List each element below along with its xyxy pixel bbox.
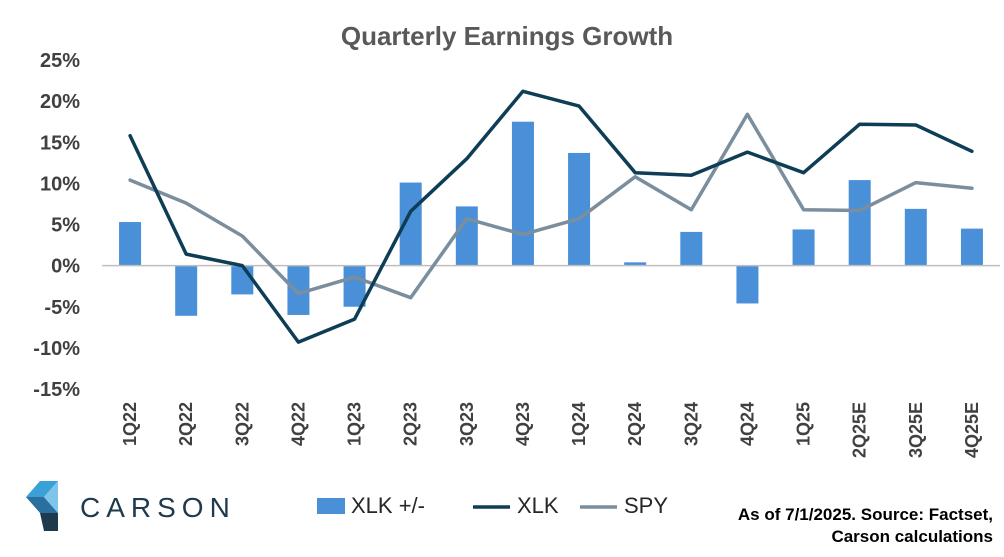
bar-series (119, 121, 983, 316)
bar-xlk-diff (343, 265, 366, 307)
x-tick-label: 2Q25E (850, 402, 870, 458)
bar-xlk-diff (511, 121, 534, 266)
legend-swatch-xlk-diff (317, 498, 345, 514)
bar-xlk-diff (175, 265, 198, 316)
bar-xlk-diff (904, 208, 927, 266)
carson-logo-text: CARSON (80, 492, 236, 523)
chart-title: Quarterly Earnings Growth (341, 21, 673, 51)
y-tick-label: -5% (44, 297, 80, 319)
x-tick-label: 1Q24 (569, 402, 589, 446)
bar-xlk-diff (119, 222, 142, 266)
bar-xlk-diff (568, 152, 591, 266)
bar-xlk-diff (287, 265, 310, 315)
x-axis-ticks: 1Q22 2Q22 3Q22 4Q22 1Q23 2Q23 3Q23 4Q23 1Q24 2Q24… (120, 402, 982, 458)
x-tick-label: 2Q22 (176, 402, 196, 446)
x-tick-label: 1Q22 (120, 402, 140, 446)
line-xlk (128, 89, 974, 344)
legend-label-xlk-diff: XLK +/- (351, 493, 425, 518)
y-tick-label: 5% (51, 215, 80, 237)
bar-xlk-diff (680, 231, 703, 266)
y-tick-label: -10% (33, 338, 80, 360)
bar-xlk-diff (455, 206, 478, 266)
legend-label-spy: SPY (624, 493, 668, 518)
x-tick-label: 3Q25E (906, 402, 926, 458)
x-tick-label: 4Q24 (737, 402, 757, 446)
x-tick-label: 3Q22 (232, 402, 252, 446)
y-tick-label: 25% (40, 50, 80, 72)
x-tick-label: 4Q25E (962, 402, 982, 458)
carson-logo: CARSON (26, 481, 236, 531)
y-tick-label: 20% (40, 91, 80, 113)
line-series (128, 89, 974, 344)
bar-xlk-diff (792, 229, 815, 266)
x-tick-label: 1Q23 (345, 402, 365, 446)
carson-logo-mark (26, 481, 58, 531)
bar-xlk-diff (848, 180, 871, 266)
x-tick-label: 2Q23 (401, 402, 421, 446)
y-tick-label: -15% (33, 379, 80, 401)
x-tick-label: 2Q24 (625, 402, 645, 446)
bar-xlk-diff (231, 265, 254, 295)
y-tick-label: 0% (51, 256, 80, 278)
x-tick-label: 3Q23 (457, 402, 477, 446)
x-tick-label: 4Q22 (288, 402, 308, 446)
x-tick-label: 1Q25 (794, 402, 814, 446)
x-tick-label: 4Q23 (513, 402, 533, 446)
bar-xlk-diff (736, 265, 759, 304)
y-tick-label: 10% (40, 173, 80, 195)
y-tick-label: 15% (40, 132, 80, 154)
line-spy (128, 112, 974, 300)
bar-xlk-diff (960, 228, 983, 266)
source-note-line2: Carson calculations (831, 527, 993, 546)
bar-xlk-diff (399, 182, 422, 266)
x-tick-label: 3Q24 (681, 402, 701, 446)
y-axis-ticks: 25% 20% 15% 10% 5% 0% -5% -10% -15% (33, 50, 80, 401)
legend: XLK +/- XLK SPY (317, 493, 668, 518)
bar-xlk-diff (624, 262, 647, 266)
legend-label-xlk: XLK (517, 493, 559, 518)
source-note-line1: As of 7/1/2025. Source: Factset, (738, 505, 993, 524)
